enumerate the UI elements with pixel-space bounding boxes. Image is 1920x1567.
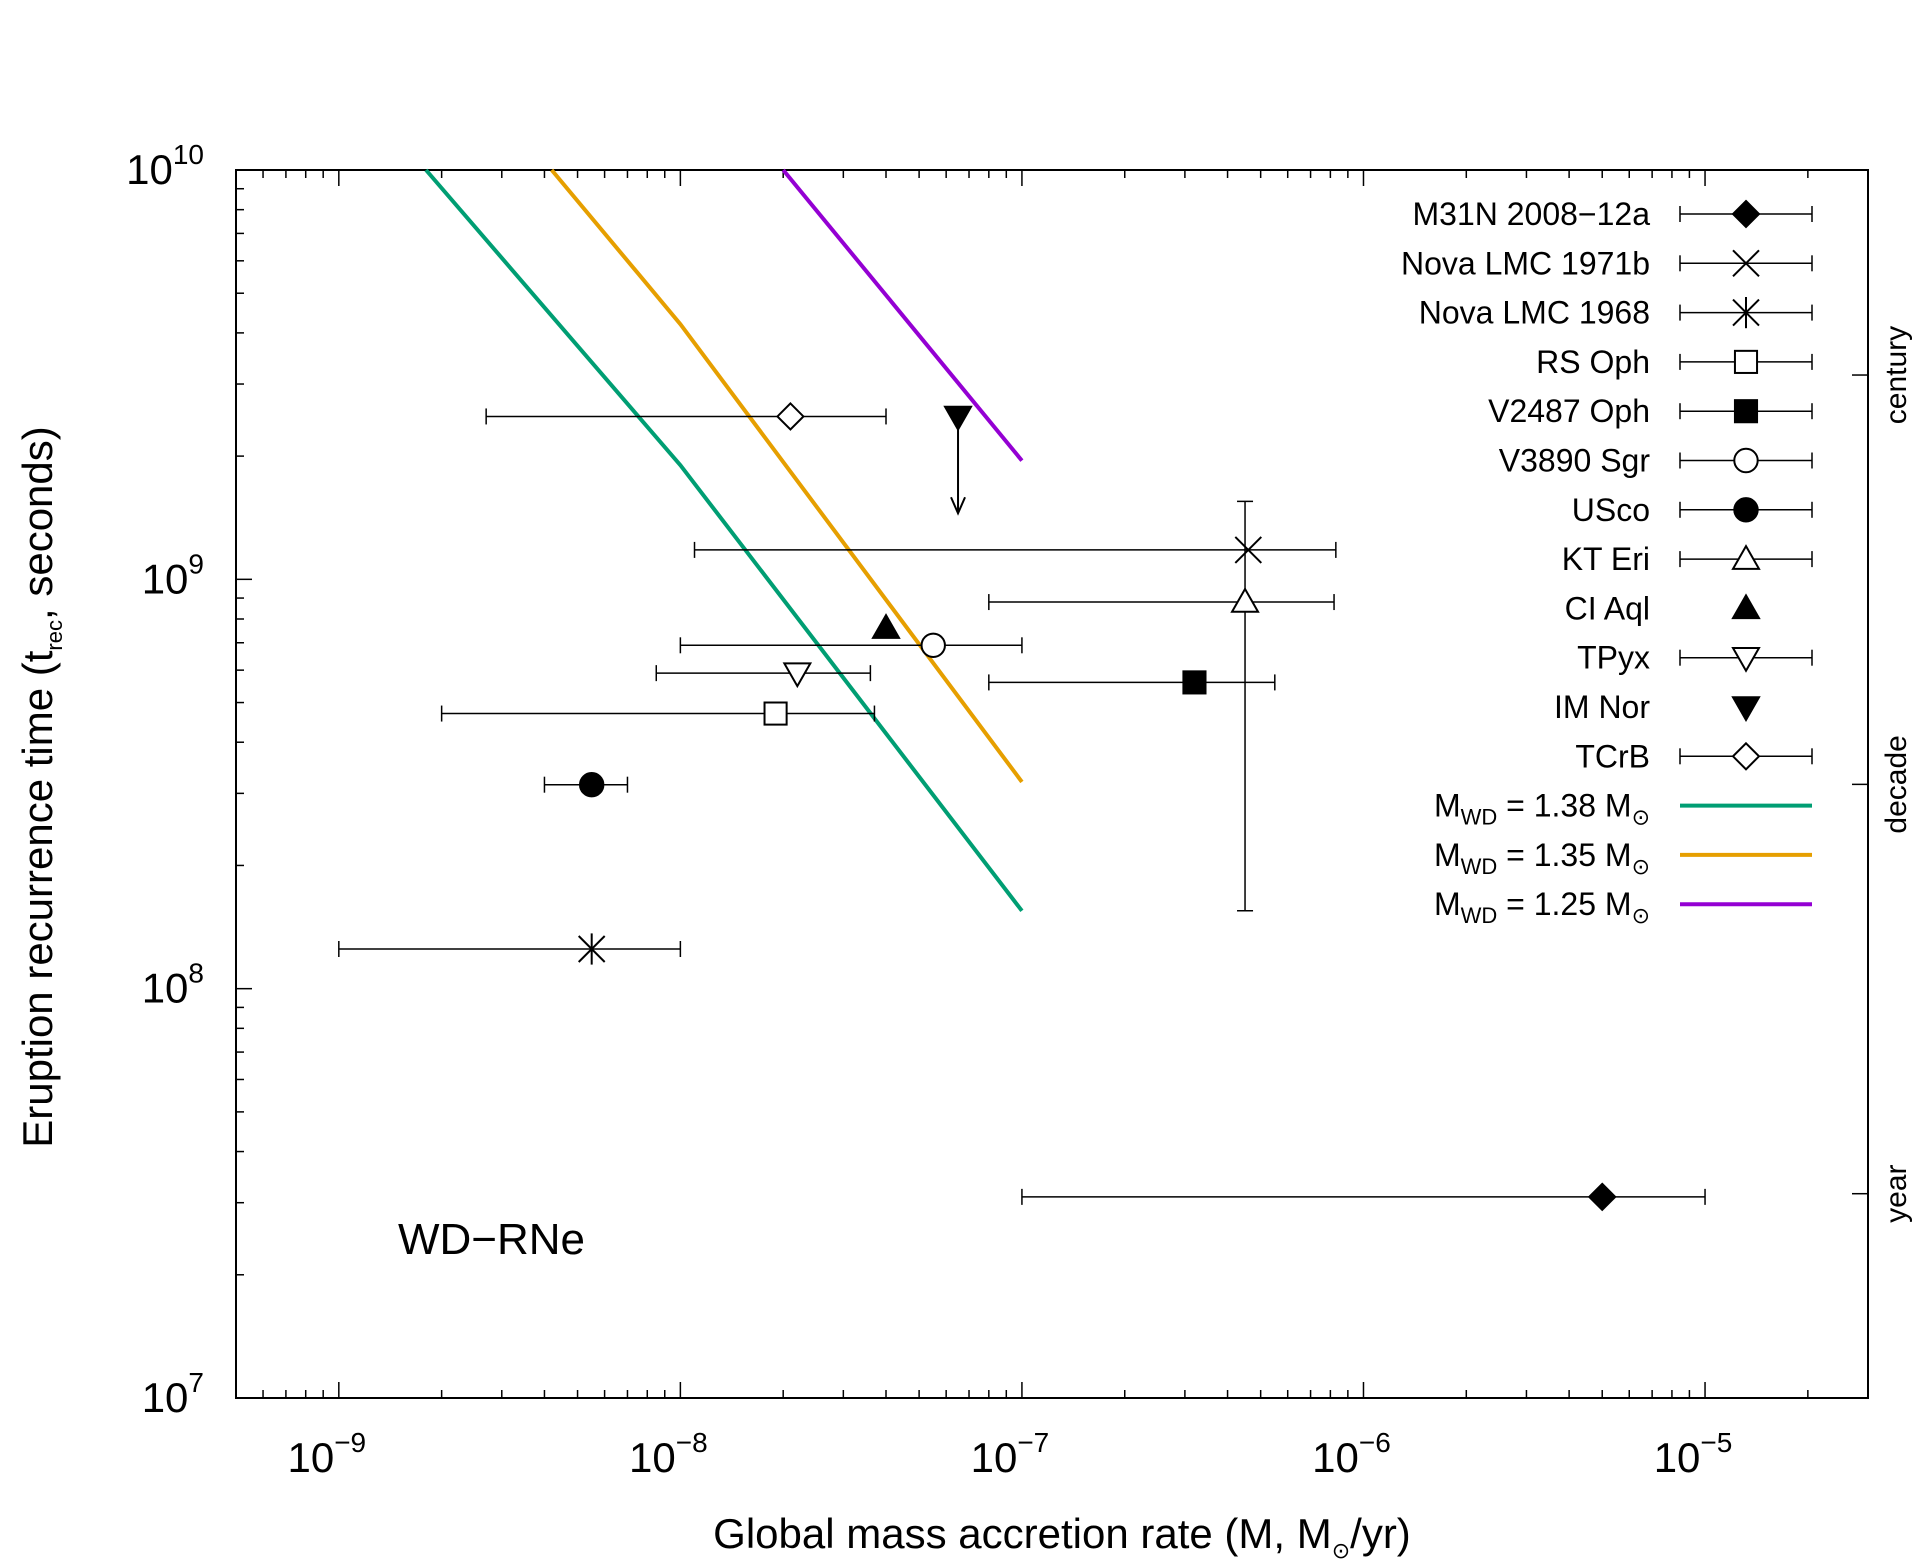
right-tick-label-year: year	[1880, 1165, 1913, 1223]
marker-v2487-oph	[1183, 671, 1205, 693]
legend-marker-rs-oph	[1735, 351, 1757, 373]
legend-label-nova-lmc-1971b: Nova LMC 1971b	[1401, 245, 1650, 281]
legend-label-tpyx: TPyx	[1577, 640, 1650, 676]
marker-rs-oph	[765, 703, 787, 725]
legend-label-rs-oph: RS Oph	[1536, 344, 1650, 380]
legend-label-v2487-oph: V2487 Oph	[1488, 393, 1650, 429]
legend-label-ci-aql: CI Aql	[1565, 590, 1650, 626]
legend-marker-usco	[1734, 498, 1757, 521]
legend-marker-v3890-sgr	[1734, 449, 1757, 472]
x-axis-label: Global mass accretion rate (M, M⊙/yr)	[713, 1510, 1411, 1563]
annotation-wd-rne: WD−RNe	[398, 1215, 585, 1264]
legend-label-nova-lmc-1968: Nova LMC 1968	[1419, 295, 1650, 331]
y-axis-label: Eruption recurrence time (trec, seconds)	[14, 426, 67, 1148]
legend-label-m31n-2008-12a: M31N 2008−12a	[1412, 196, 1650, 232]
legend-label-v3890-sgr: V3890 Sgr	[1499, 443, 1651, 479]
chart: 10−9 10−8 10−7 10−6 10−5 1071081091010 yeard…	[0, 0, 1920, 1567]
right-tick-label-century: century	[1880, 326, 1913, 424]
legend-label-kt-eri: KT Eri	[1562, 541, 1650, 577]
marker-v3890-sgr	[922, 634, 945, 657]
legend-label-im-nor: IM Nor	[1554, 689, 1650, 725]
legend-label-tcrb: TCrB	[1575, 738, 1650, 774]
marker-usco	[580, 773, 603, 796]
legend-marker-v2487-oph	[1735, 400, 1757, 422]
right-tick-label-decade: decade	[1880, 735, 1913, 833]
legend-label-usco: USco	[1572, 492, 1650, 528]
